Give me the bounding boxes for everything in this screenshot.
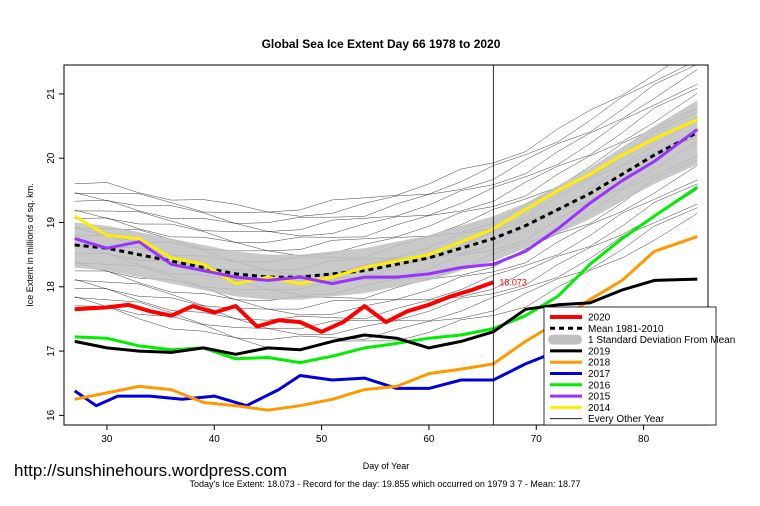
series-line-2020 (74, 280, 494, 334)
legend-box (543, 306, 717, 426)
x-tick-label: 60 (423, 434, 435, 445)
current-value-label: 18.073 (499, 277, 527, 287)
footer-stats: Today's Ice Extent: 18.073 - Record for … (190, 479, 581, 489)
legend-label: 2015 (588, 392, 611, 403)
x-tick-label: 40 (209, 434, 221, 445)
legend-label: 2014 (588, 403, 611, 414)
legend-label: 2020 (588, 313, 611, 324)
x-tick-label: 70 (531, 434, 543, 445)
other-year-line (74, 93, 698, 252)
other-year-line (74, 65, 670, 213)
x-tick-label: 50 (316, 434, 328, 445)
legend-label: 2018 (588, 358, 611, 369)
watermark-url: http://sunshinehours.wordpress.com (14, 461, 287, 480)
legend-swatch (548, 334, 582, 345)
y-tick-label: 19 (46, 217, 57, 229)
other-year-line (74, 65, 689, 217)
other-year-line (74, 213, 698, 350)
plot-area: 18.073 (73, 65, 699, 425)
other-year-line (74, 179, 698, 316)
other-year-line (74, 183, 698, 321)
series-line-2016 (74, 185, 699, 365)
sd-band (74, 100, 698, 300)
legend-label: 1 Standard Deviation From Mean (588, 335, 735, 346)
series-line-2019 (74, 277, 698, 356)
series-line-2015 (74, 128, 699, 286)
legend-label: Mean 1981-2010 (588, 324, 664, 335)
y-tick-label: 20 (46, 152, 57, 164)
y-tick-label: 16 (46, 409, 57, 421)
y-axis: 16 17 18 19 20 21 (46, 88, 64, 421)
other-year-line (74, 65, 697, 224)
legend-label: 2016 (588, 380, 611, 391)
y-tick-label: 17 (46, 345, 57, 357)
x-tick-label: 30 (101, 434, 113, 445)
y-tick-label: 21 (46, 88, 57, 100)
other-year-line (74, 88, 698, 243)
x-axis: 30 40 50 60 70 80 (101, 425, 650, 445)
x-tick-label: 80 (638, 434, 650, 445)
legend-label: 2017 (588, 369, 611, 380)
legend-label: Every Other Year (588, 414, 665, 425)
plot-frame (63, 64, 709, 426)
other-year-line (74, 165, 698, 310)
legend-label: 2019 (588, 346, 611, 357)
y-axis-label: Ice Extent in millions of sq. km. (25, 183, 35, 307)
plot-content (73, 65, 699, 412)
other-year-line (74, 69, 698, 232)
other-year-line (74, 83, 698, 237)
y-tick-label: 18 (46, 281, 57, 293)
chart-title: Global Sea Ice Extent Day 66 1978 to 202… (262, 37, 501, 51)
x-axis-label: Day of Year (363, 461, 410, 471)
series-line-2014 (73, 118, 698, 286)
mean-line (74, 131, 698, 279)
